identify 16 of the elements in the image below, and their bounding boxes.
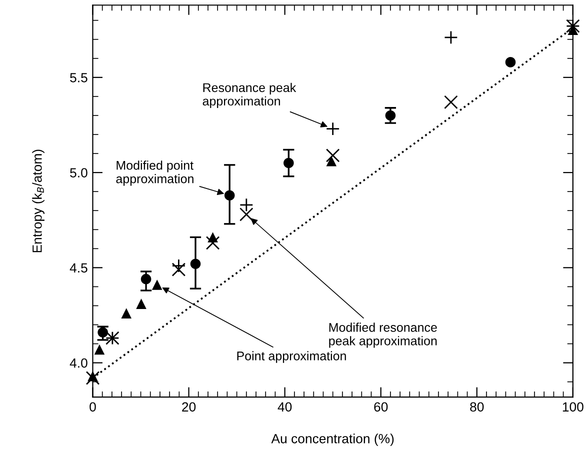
x-tick-label: 60 bbox=[374, 402, 388, 412]
x-tick-label: 80 bbox=[470, 402, 484, 412]
annotation: Resonance peak approximation bbox=[202, 82, 296, 108]
annotation: Modified resonance peak approximation bbox=[329, 322, 437, 348]
x-tick-label: 100 bbox=[562, 402, 584, 412]
annotation: Point approximation bbox=[237, 351, 346, 363]
y-tick-label: 4.0 bbox=[70, 358, 88, 368]
x-tick-label: 0 bbox=[90, 402, 96, 412]
annotation: Modified point approximation bbox=[116, 160, 194, 186]
y-axis-title: Entropy (k$_{B}$/atom) bbox=[32, 150, 44, 252]
x-axis-title: Au concentration (%) bbox=[271, 434, 394, 446]
y-tick-label: 5.0 bbox=[70, 168, 88, 178]
x-tick-label: 20 bbox=[182, 402, 196, 412]
y-tick-label: 5.5 bbox=[70, 73, 88, 82]
y-tick-label: 4.5 bbox=[70, 263, 88, 273]
x-tick-label: 40 bbox=[278, 402, 292, 412]
